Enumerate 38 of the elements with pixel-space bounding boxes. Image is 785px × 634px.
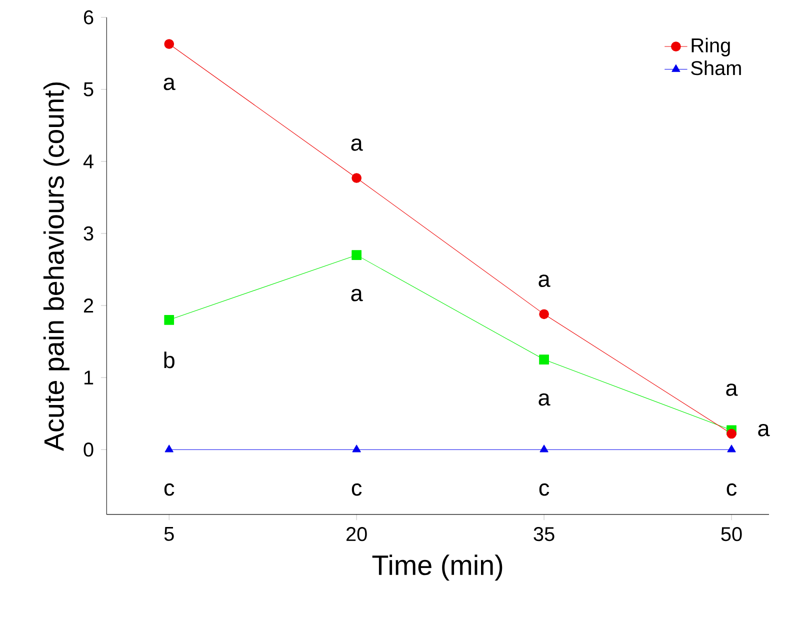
y-axis-title: Acute pain behaviours (count) [43, 82, 70, 451]
point [726, 428, 736, 438]
y-tick-label: 3 [84, 226, 94, 240]
point [352, 250, 362, 260]
annotation: c [539, 483, 550, 496]
point [352, 172, 362, 183]
point [164, 38, 174, 49]
point [540, 444, 548, 452]
annotation: a [726, 383, 738, 396]
legend-label: Ring [692, 38, 730, 56]
x-tick-label: 5 [164, 526, 174, 541]
legend-label: Sham [691, 60, 741, 75]
annotation: a [351, 288, 363, 302]
y-tick-label: 2 [84, 298, 94, 312]
x-axis-title: Time (min) [372, 554, 502, 580]
annotation: c [726, 483, 737, 496]
x-tick-label: 20 [346, 526, 367, 541]
y-tick-label: 5 [84, 82, 94, 96]
point [164, 444, 174, 452]
point [539, 309, 549, 319]
annotation: b [164, 351, 174, 368]
y-tick-label: 1 [84, 370, 94, 384]
point [164, 314, 174, 325]
annotation: a [538, 393, 550, 406]
annotation: a [538, 274, 550, 287]
y-tick-label: 0 [84, 442, 94, 456]
annotation: c [352, 483, 362, 496]
annotation: c [164, 483, 174, 496]
point [727, 444, 736, 452]
annotation: a [351, 138, 363, 151]
annotation: a [164, 78, 176, 90]
x-tick-label: 50 [721, 526, 742, 541]
point [352, 444, 361, 452]
x-tick-label: 35 [534, 526, 554, 541]
point [539, 354, 549, 364]
y-tick-label: 6 [84, 10, 94, 24]
annotation: a [758, 424, 770, 436]
y-tick-label: 4 [83, 154, 94, 168]
